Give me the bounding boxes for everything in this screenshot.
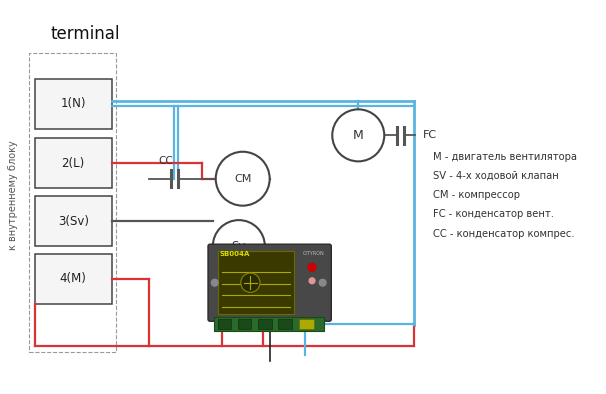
FancyBboxPatch shape (208, 244, 331, 321)
Text: СМ - компрессор: СМ - компрессор (433, 190, 521, 200)
Text: SV - 4-х ходовой клапан: SV - 4-х ходовой клапан (433, 171, 559, 181)
Text: М - двигатель вентилятора: М - двигатель вентилятора (433, 152, 578, 162)
Text: 2(L): 2(L) (62, 157, 85, 170)
Bar (218, 251, 294, 314)
Bar (35, 254, 112, 304)
Bar (278, 319, 292, 329)
Circle shape (216, 152, 270, 206)
Bar (214, 318, 324, 331)
Text: FC: FC (423, 130, 437, 140)
Text: FC - конденсатор вент.: FC - конденсатор вент. (433, 209, 554, 219)
Bar (299, 319, 314, 329)
Circle shape (211, 279, 218, 286)
Circle shape (213, 220, 265, 272)
Circle shape (332, 110, 384, 162)
Text: 4(M): 4(M) (60, 272, 87, 285)
Text: Sv: Sv (231, 240, 246, 253)
Text: terminal: terminal (50, 24, 119, 43)
Text: СС - конденсатор компрес.: СС - конденсатор компрес. (433, 229, 575, 239)
Circle shape (308, 264, 316, 271)
Bar (35, 78, 112, 128)
Text: 3(Sv): 3(Sv) (58, 215, 88, 228)
Circle shape (241, 273, 260, 292)
Text: к внутреннему блоку: к внутреннему блоку (8, 140, 19, 250)
Bar (218, 319, 231, 329)
Bar (35, 196, 112, 246)
Text: СМ: СМ (234, 174, 251, 184)
Text: CITYRON: CITYRON (303, 251, 325, 256)
Text: SB004A: SB004A (219, 251, 250, 257)
Text: М: М (353, 129, 364, 142)
Bar (258, 319, 271, 329)
Text: 1(N): 1(N) (61, 97, 86, 110)
Circle shape (319, 279, 326, 286)
Circle shape (309, 278, 315, 284)
Bar (238, 319, 251, 329)
Bar (35, 138, 112, 188)
Text: СС: СС (158, 156, 173, 166)
